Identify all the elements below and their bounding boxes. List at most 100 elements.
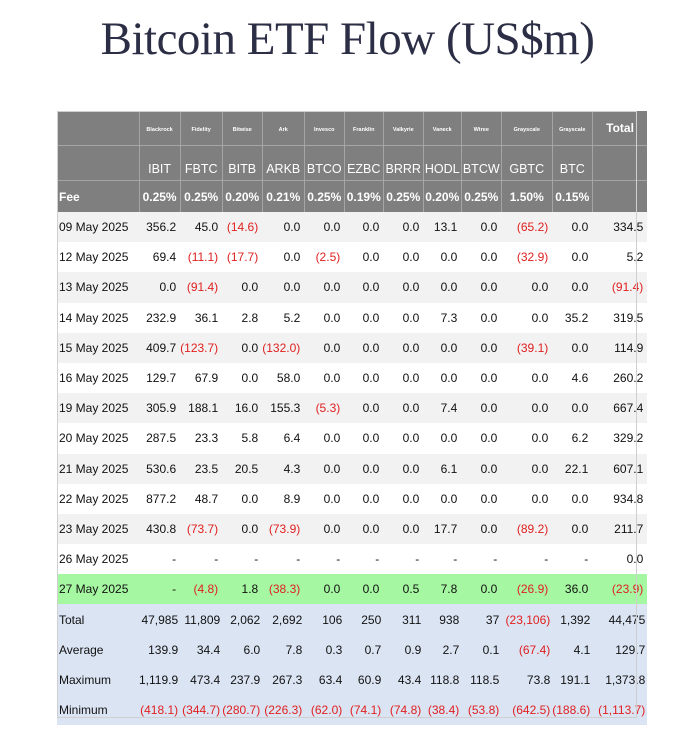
flow-cell: 0.0	[531, 371, 549, 386]
flow-cell: 0.0	[344, 453, 384, 484]
flow-cell: 0.0	[344, 393, 384, 424]
flow-cell: 23.3	[194, 431, 219, 446]
stats-cell: 0.1	[461, 634, 502, 665]
flow-cell: 67.9	[194, 371, 219, 386]
flow-cell: 0.0	[323, 431, 341, 446]
flow-cell: 0.0	[480, 431, 498, 446]
fee-cell: 1.50%	[501, 180, 553, 212]
stats-cell: 0.7	[344, 634, 384, 665]
header-corner-cell	[57, 145, 140, 181]
date-cell: 20 May 2025	[59, 431, 129, 446]
date-cell: 21 May 2025	[57, 453, 139, 484]
fee-cell: 0.25%	[139, 180, 181, 212]
date-cell: 14 May 2025	[59, 310, 129, 325]
row-total-cell: 211.7	[592, 513, 648, 545]
flow-cell: (17.7)	[226, 250, 259, 265]
flow-cell: 0.0	[383, 332, 424, 363]
stats-label-cell: Minimum	[57, 695, 139, 726]
flow-cell: 0.0	[461, 513, 502, 545]
issuer-header-cell: Wtree	[461, 111, 502, 146]
flow-cell: 0.0	[531, 310, 549, 325]
flow-cell: -	[544, 552, 549, 567]
flow-cell: (123.7)	[180, 332, 223, 363]
flow-cell: 0.0	[531, 431, 549, 446]
flow-cell: 0.0	[262, 272, 305, 303]
total-header-cell: Total	[592, 111, 648, 146]
flow-cell: 356.2	[139, 212, 181, 243]
flow-cell: 0.0	[383, 272, 424, 303]
stats-total-cell: (1,113.7)	[592, 695, 648, 726]
flow-cell: 22.1	[552, 453, 593, 484]
flow-cell: 6.4	[283, 431, 301, 446]
issuer-header-cell: Valkyrie	[383, 111, 424, 146]
flow-cell: 0.0	[283, 250, 301, 265]
flow-cell: 7.3	[440, 310, 458, 325]
stats-cell: 139.9	[139, 634, 181, 665]
stats-row: Maximum 1,119.9 473.4 237.9 267.3 63.4 60.9 43.…	[57, 664, 648, 695]
table-row: 12 May 2025 69.4 (11.1) (17.7) 0.0 (2.5) 0.0 0.…	[57, 242, 647, 272]
flow-cell: 0.0	[383, 393, 424, 424]
flow-cell: 48.7	[194, 491, 219, 506]
flow-cell: 69.4	[152, 250, 177, 265]
flow-cell: 5.8	[241, 431, 259, 446]
stats-cell: 0.3	[304, 634, 345, 665]
stats-cell: 2,062	[222, 604, 263, 635]
flow-cell: (14.6)	[222, 212, 263, 243]
flow-cell: 45.0	[180, 212, 223, 243]
flow-cell: 0.0	[531, 491, 549, 506]
flow-cell: (11.1)	[187, 250, 219, 265]
row-total-cell: 0.0	[626, 552, 644, 567]
date-cell: 27 May 2025	[57, 574, 139, 605]
issuer-header-cell: Bitwise	[222, 111, 263, 146]
flow-cell: (4.8)	[180, 574, 223, 605]
stats-label-cell: Maximum	[57, 664, 139, 695]
stats-row: Minimum (418.1) (344.7) (280.7) (226.3) (62.0…	[57, 695, 648, 726]
flow-cell: 5.2	[283, 310, 301, 325]
row-total-cell: 607.1	[592, 453, 648, 484]
flow-cell: (91.4)	[180, 272, 223, 303]
flow-cell: 0.0	[461, 332, 502, 363]
fee-cell: 0.15%	[552, 180, 593, 212]
stats-label-cell: Total	[57, 604, 139, 635]
issuer-header-cell: Invesco	[304, 111, 345, 146]
flow-cell: (32.9)	[516, 250, 549, 265]
flow-cell: -	[415, 552, 420, 567]
fee-label-cell: Fee	[57, 180, 140, 212]
flow-cell: 0.0	[501, 453, 553, 484]
flow-cell: 530.6	[139, 453, 181, 484]
stats-cell: 1,119.9	[139, 664, 181, 695]
flow-cell: 0.0	[402, 431, 420, 446]
flow-cell: 287.5	[146, 431, 177, 446]
flow-cell: 7.4	[423, 393, 462, 424]
stats-cell: 311	[383, 604, 424, 635]
stats-cell: (344.7)	[180, 695, 223, 726]
flow-cell: 0.0	[344, 574, 384, 605]
row-total-cell: 5.2	[626, 250, 644, 265]
stats-cell: 47,985	[139, 604, 181, 635]
table-row: 22 May 2025 877.2 48.7 0.0 8.9 0.0 0.0 0.0 0.0 0.…	[57, 484, 647, 514]
ticker-header-cell: HODL	[423, 145, 462, 181]
flow-cell: 0.0	[344, 272, 384, 303]
flow-cell: 0.0	[222, 513, 263, 545]
flow-cell: 0.0	[304, 332, 345, 363]
fee-cell: 0.25%	[304, 180, 345, 212]
row-total-cell: 319.5	[613, 310, 644, 325]
stats-cell: (74.8)	[383, 695, 424, 726]
flow-cell: 0.0	[383, 513, 424, 545]
stats-row: Average 139.9 34.4 6.0 7.8 0.3 0.7 0.9 2.7 0.1 (67…	[57, 634, 648, 665]
row-total-cell: 114.9	[592, 332, 648, 363]
stats-cell: (418.1)	[139, 695, 181, 726]
flow-cell: 0.0	[362, 250, 380, 265]
flow-cell: 0.0	[440, 250, 458, 265]
stats-cell: (62.0)	[304, 695, 345, 726]
flow-cell: 0.0	[344, 212, 384, 243]
flow-cell: 0.0	[423, 332, 462, 363]
stats-total-cell: 1,373.8	[592, 664, 648, 695]
flow-cell: 1.8	[222, 574, 263, 605]
flow-cell: 877.2	[146, 491, 177, 506]
ticker-header-cell: GBTC	[501, 145, 553, 181]
flow-cell: 36.0	[552, 574, 593, 605]
flow-cell: 20.5	[222, 453, 263, 484]
flow-cell: 232.9	[146, 310, 177, 325]
flow-cell: 0.0	[362, 310, 380, 325]
